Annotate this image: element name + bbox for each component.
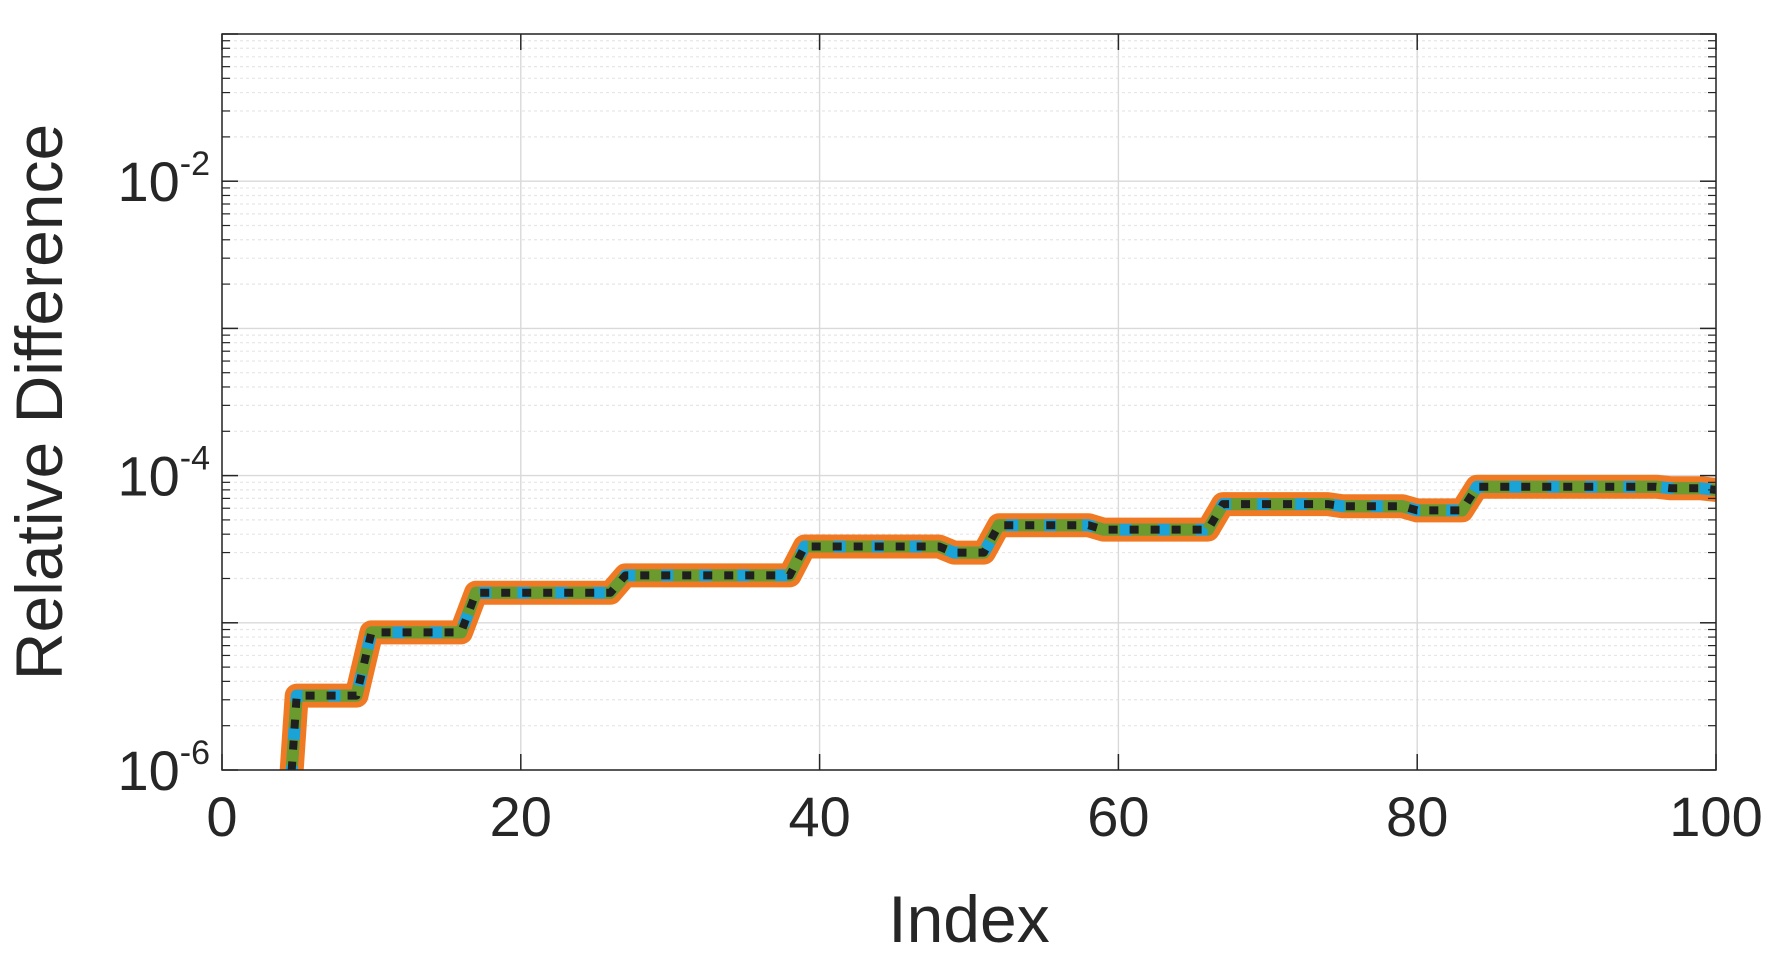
y-tick-label: 10-4 bbox=[117, 440, 210, 508]
plot-frame bbox=[221, 33, 1717, 771]
x-tick-label: 80 bbox=[1386, 785, 1448, 848]
x-tick-label: 60 bbox=[1087, 785, 1149, 848]
x-tick-label: 40 bbox=[788, 785, 850, 848]
y-axis-title: Relative Difference bbox=[2, 124, 76, 680]
x-tick-label: 100 bbox=[1669, 785, 1762, 848]
plot-background bbox=[222, 34, 1716, 770]
y-tick-label: 10-6 bbox=[117, 734, 210, 802]
minor-grid bbox=[222, 40, 1716, 727]
x-tick-label: 0 bbox=[206, 785, 237, 848]
y-tick-labels: 10-6 10-4 10-2 bbox=[117, 145, 210, 802]
x-axis-title: Index bbox=[888, 882, 1049, 956]
series-layer bbox=[279, 474, 1716, 770]
plot-area bbox=[221, 33, 1717, 771]
series-line-3 bbox=[285, 480, 1716, 770]
y-tick-label: 10-2 bbox=[117, 145, 210, 213]
tick-marks bbox=[221, 33, 1717, 771]
x-tick-label: 20 bbox=[490, 785, 552, 848]
x-tick-labels: 0 20 40 60 80 100 bbox=[206, 785, 1762, 848]
